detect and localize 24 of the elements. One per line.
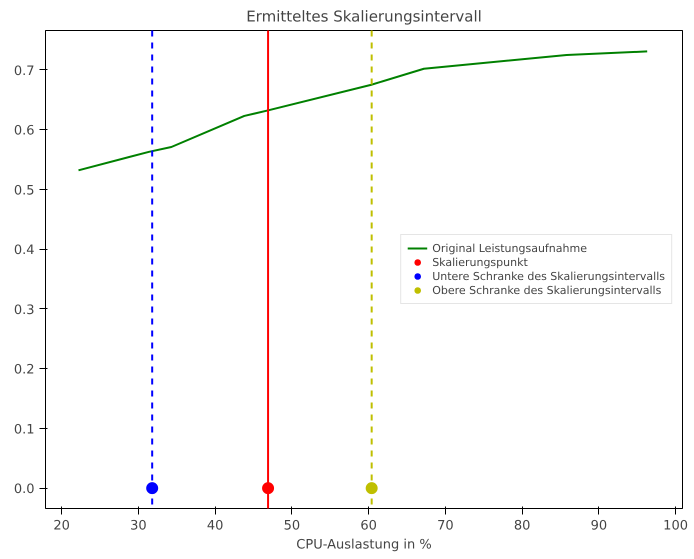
y-tick-label: 0.5 (14, 183, 35, 198)
x-tick-label: 30 (130, 518, 147, 534)
chart-title: Ermitteltes Skalierungsintervall (246, 8, 482, 26)
legend-label: Original Leistungsaufnahme (432, 241, 587, 255)
y-tick-label: 0.0 (14, 482, 35, 498)
x-tick-label: 100 (663, 518, 688, 534)
x-tick-label: 70 (437, 518, 454, 534)
legend-label: Untere Schranke des Skalierungsintervalls (432, 269, 665, 283)
y-tick-label: 0.4 (14, 243, 35, 258)
y-tick-label: 0.2 (14, 362, 35, 378)
x-tick-label: 40 (206, 518, 224, 534)
y-tick-label: 0.7 (14, 64, 35, 79)
x-tick-label: 60 (360, 518, 377, 534)
x-tick-label: 80 (514, 518, 530, 534)
y-tick-label: 0.6 (14, 124, 35, 139)
x-tick-label: 50 (284, 518, 300, 534)
line-series (78, 50, 648, 172)
x-axis-title: CPU-Auslastung in % (296, 538, 432, 552)
y-tick-label: 0.1 (14, 422, 35, 438)
x-tick-label: 20 (53, 518, 70, 534)
y-tick-label: 0.3 (14, 302, 35, 318)
x-tick-label: 90 (590, 518, 608, 534)
legend-label: Obere Schranke des Skalierungsintervalls (432, 283, 662, 297)
legend-label: Skalierungspunkt (432, 255, 528, 269)
